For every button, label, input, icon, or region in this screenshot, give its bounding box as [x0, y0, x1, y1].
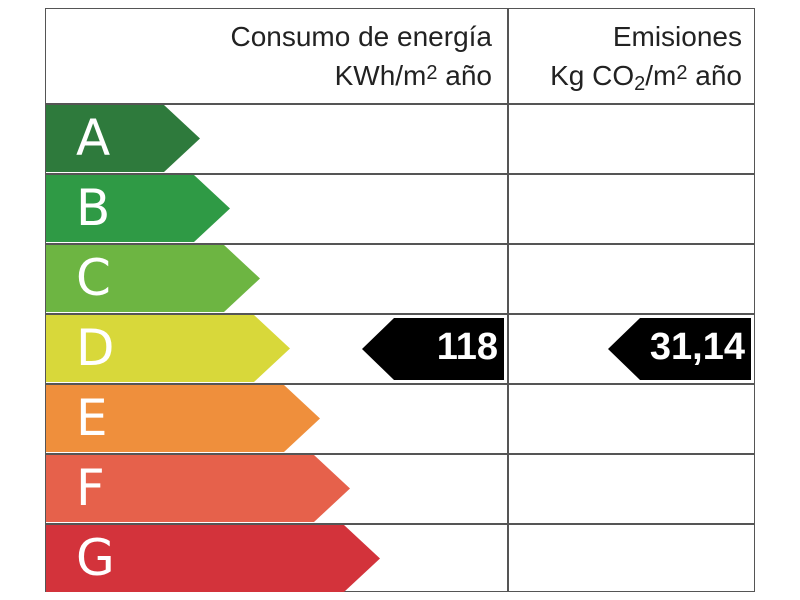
row-divider — [45, 103, 755, 105]
class-arrow-b: B — [46, 175, 230, 242]
energy-rating-indicator: 118 — [362, 318, 504, 380]
emissions-title: Emisiones — [612, 21, 742, 52]
class-arrow-d: D — [46, 315, 290, 382]
energy-header: Consumo de energía KWh/m2 año — [230, 18, 492, 94]
emissions-header: Emisiones Kg CO2/m2 año — [550, 18, 742, 103]
row-divider — [45, 453, 755, 455]
class-arrow-a: A — [46, 105, 200, 172]
class-letter: G — [76, 529, 115, 587]
class-letter: A — [76, 109, 111, 167]
class-arrow-c: C — [46, 245, 260, 312]
class-arrow-f: F — [46, 455, 350, 522]
class-arrow-e: E — [46, 385, 320, 452]
class-letter: C — [76, 249, 111, 307]
energy-value: 118 — [436, 326, 498, 368]
row-divider — [45, 173, 755, 175]
emissions-unit: Kg CO2/m2 año — [550, 60, 742, 95]
row-divider — [45, 523, 755, 525]
energy-label-frame — [45, 8, 755, 592]
row-divider — [45, 313, 755, 315]
emissions-rating-indicator: 31,14 — [608, 318, 751, 380]
energy-unit: KWh/m2 año — [334, 60, 492, 91]
column-divider — [507, 8, 509, 592]
energy-title: Consumo de energía — [230, 21, 492, 52]
row-divider — [45, 383, 755, 385]
class-letter: E — [76, 389, 108, 447]
class-letter: D — [76, 319, 115, 377]
row-divider — [45, 243, 755, 245]
emissions-value: 31,14 — [649, 326, 745, 368]
class-letter: F — [76, 459, 105, 517]
class-arrow-g: G — [46, 525, 380, 592]
class-letter: B — [76, 179, 111, 237]
